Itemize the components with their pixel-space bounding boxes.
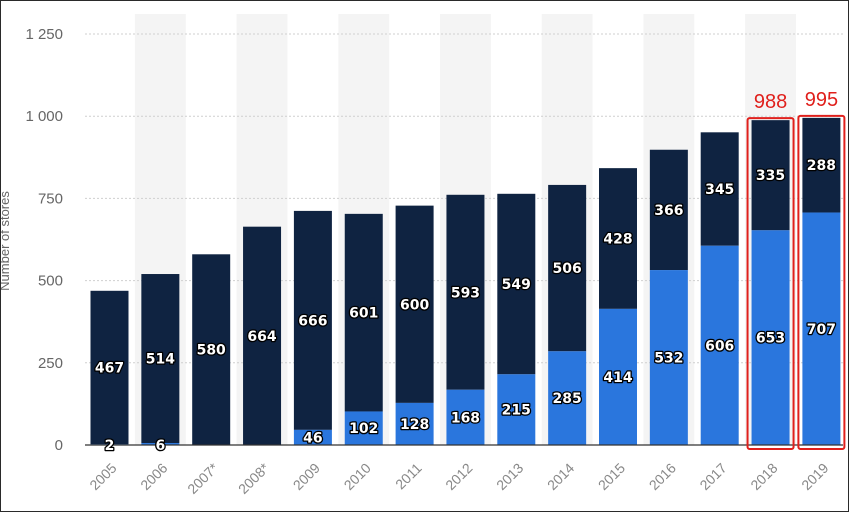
y-tick-label: 1 250 <box>25 26 63 43</box>
y-tick-label: 250 <box>38 355 63 372</box>
data-label-lower-2011: 128 <box>400 417 429 433</box>
x-tick-label: 2017 <box>696 460 729 493</box>
bar-upper-2012 <box>446 194 485 390</box>
y-tick-label: 0 <box>55 437 63 454</box>
data-label-lower-2013: 215 <box>502 403 531 419</box>
bar-upper-2010 <box>344 213 383 412</box>
data-label-lower-2012: 168 <box>451 410 480 426</box>
data-label-lower-2014: 285 <box>553 391 582 407</box>
bar-upper-2005 <box>90 290 129 445</box>
x-tick-label: 2019 <box>798 460 831 493</box>
data-label-upper-2016: 366 <box>654 203 683 219</box>
highlight-box-2019 <box>797 114 846 451</box>
data-label-upper-2006: 514 <box>146 352 175 368</box>
x-tick-label: 2006 <box>137 460 170 493</box>
data-label-lower-2015: 414 <box>603 370 632 386</box>
bar-upper-2017 <box>700 132 739 246</box>
data-label-lower-2006: 6 <box>155 438 165 454</box>
highlight-box-2018 <box>746 117 795 450</box>
bar-upper-2007* <box>192 254 231 445</box>
bar-lower-2019 <box>802 212 841 445</box>
bar-lower-2013 <box>497 374 536 445</box>
x-tick-label: 2016 <box>646 460 679 493</box>
data-label-upper-2007*: 580 <box>197 343 226 359</box>
data-label-lower-2009: 46 <box>303 430 322 446</box>
bar-upper-2019 <box>802 117 841 213</box>
data-label-upper-2010: 601 <box>349 306 378 322</box>
y-tick-label: 500 <box>38 273 63 290</box>
bar-lower-2006 <box>141 443 180 445</box>
bar-lower-2015 <box>599 308 637 445</box>
bar-lower-2016 <box>649 270 688 445</box>
data-label-lower-2018: 653 <box>756 331 785 347</box>
annotation-total-2019: 995 <box>805 89 838 111</box>
data-label-upper-2013: 549 <box>502 277 531 293</box>
x-tick-label: 2009 <box>290 460 323 493</box>
y-axis-title: Number of stores <box>1 191 12 291</box>
bar-upper-2006 <box>141 274 180 444</box>
data-label-upper-2014: 506 <box>553 261 582 277</box>
bar-lower-2017 <box>700 245 739 445</box>
data-label-upper-2012: 593 <box>451 285 480 301</box>
bar-lower-2018 <box>751 230 790 445</box>
data-label-upper-2005: 467 <box>95 361 124 377</box>
data-label-upper-2008*: 664 <box>247 329 276 345</box>
x-tick-label: 2015 <box>595 460 628 493</box>
x-tick-label: 2013 <box>493 460 526 493</box>
bar-upper-2013 <box>497 193 536 375</box>
data-label-lower-2005: 2 <box>105 438 115 454</box>
bar-upper-2018 <box>751 120 790 231</box>
x-tick-label: 2018 <box>747 460 780 493</box>
data-label-upper-2018: 335 <box>756 168 785 184</box>
x-tick-label: 2014 <box>544 460 577 493</box>
bar-upper-2015 <box>599 168 637 309</box>
bar-lower-2010 <box>344 411 383 445</box>
y-tick-label: 1 000 <box>25 108 63 125</box>
x-tick-label: 2010 <box>341 460 374 493</box>
data-label-upper-2009: 666 <box>298 313 327 329</box>
data-label-lower-2017: 606 <box>705 338 734 354</box>
bar-upper-2008* <box>243 226 282 445</box>
data-label-upper-2011: 600 <box>400 297 429 313</box>
x-tick-label: 2008* <box>235 459 273 497</box>
data-label-lower-2016: 532 <box>654 351 683 367</box>
bar-lower-2009 <box>293 429 332 445</box>
bar-upper-2011 <box>395 205 434 403</box>
data-label-lower-2010: 102 <box>349 421 378 437</box>
bar-lower-2011 <box>395 402 434 445</box>
x-tick-label: 2012 <box>442 460 475 493</box>
x-tick-label: 2007* <box>184 459 222 497</box>
x-tick-label: 2005 <box>86 460 119 493</box>
x-tick-label: 2011 <box>392 460 425 493</box>
annotation-total-2018: 988 <box>754 91 787 113</box>
y-tick-label: 750 <box>38 190 63 207</box>
data-label-upper-2017: 345 <box>705 182 734 198</box>
bar-upper-2009 <box>293 210 332 430</box>
bar-lower-2014 <box>548 351 587 445</box>
bar-lower-2012 <box>446 389 485 445</box>
data-label-upper-2019: 288 <box>807 158 836 174</box>
bar-upper-2014 <box>548 184 587 352</box>
data-label-lower-2019: 707 <box>807 322 836 338</box>
data-label-upper-2015: 428 <box>603 232 632 248</box>
bar-upper-2016 <box>649 149 688 271</box>
